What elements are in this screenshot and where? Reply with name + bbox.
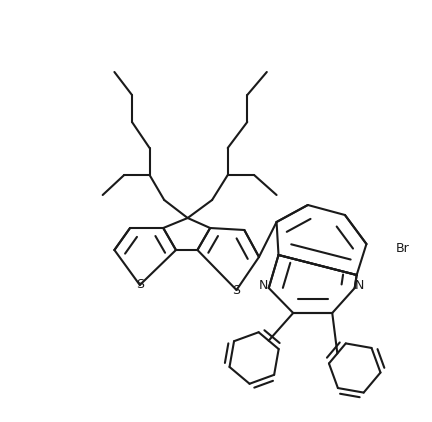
Text: N: N: [259, 279, 268, 292]
Text: S: S: [136, 279, 144, 292]
Text: S: S: [232, 284, 241, 297]
Text: N: N: [355, 279, 365, 292]
Text: Br: Br: [396, 241, 410, 254]
